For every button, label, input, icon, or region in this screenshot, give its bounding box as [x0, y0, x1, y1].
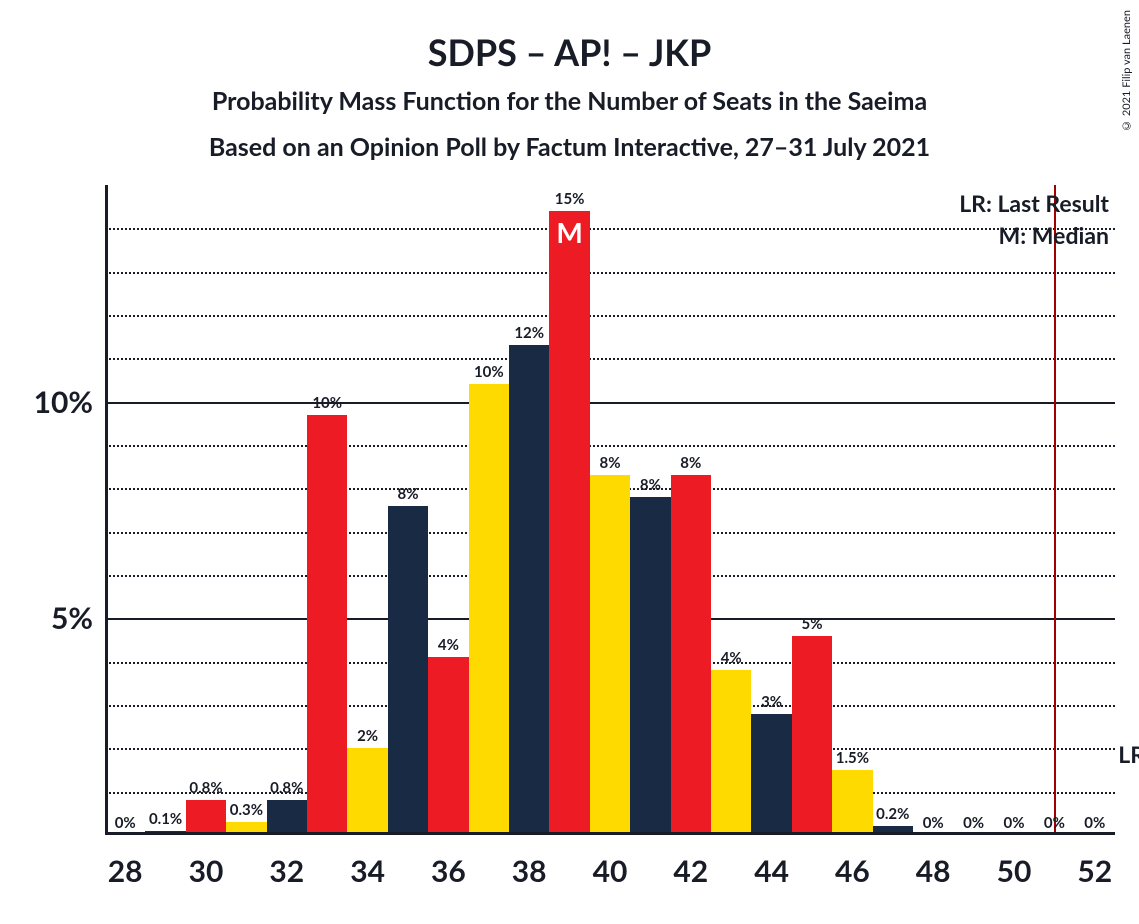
bar — [832, 770, 872, 835]
bar-value-label: 8% — [640, 476, 661, 494]
bar-value-label: 0% — [1044, 814, 1065, 832]
bar-value-label: 0.1% — [149, 810, 182, 828]
bar-value-label: 0% — [963, 814, 984, 832]
bar-value-label: 0.8% — [189, 779, 222, 797]
y-tick-label: 10% — [34, 384, 105, 420]
bar-value-label: 0% — [923, 814, 944, 832]
bar — [267, 800, 307, 835]
bar-value-label: 10% — [474, 363, 504, 381]
x-tick-label: 34 — [350, 835, 385, 889]
grid-minor — [105, 272, 1115, 274]
y-axis-line — [105, 185, 108, 835]
bar — [711, 670, 751, 835]
bar-value-label: 3% — [761, 693, 782, 711]
bar-value-label: 12% — [514, 324, 544, 342]
bar-value-label: 0% — [1084, 814, 1105, 832]
bar — [630, 497, 670, 835]
chart-subtitle-2: Based on an Opinion Poll by Factum Inter… — [0, 132, 1139, 162]
x-tick-label: 28 — [108, 835, 143, 889]
legend-median: M: Median — [999, 221, 1109, 249]
bar — [428, 657, 468, 835]
median-marker: M — [556, 215, 582, 249]
bar-value-label: 4% — [438, 636, 459, 654]
plot-area: 5%10%0%0.1%0.8%0.3%0.8%10%2%8%4%10%12%15… — [105, 185, 1115, 835]
legend-last-result: LR: Last Result — [959, 189, 1109, 217]
x-tick-label: 52 — [1077, 835, 1112, 889]
grid-minor — [105, 445, 1115, 447]
x-tick-label: 46 — [835, 835, 870, 889]
bar-value-label: 8% — [398, 485, 419, 503]
bar — [671, 475, 711, 835]
bar-value-label: 8% — [680, 454, 701, 472]
bar — [347, 748, 387, 835]
bar-value-label: 0.3% — [230, 801, 263, 819]
bar — [509, 345, 549, 835]
grid-minor — [105, 315, 1115, 317]
bar — [307, 415, 347, 835]
bar — [469, 384, 509, 835]
bar-value-label: 10% — [312, 394, 342, 412]
lr-axis-label: LR — [1118, 740, 1139, 768]
bar-value-label: 2% — [357, 727, 378, 745]
copyright-text: © 2021 Filip van Laenen — [1120, 10, 1133, 132]
bar-value-label: 4% — [721, 649, 742, 667]
x-tick-label: 40 — [593, 835, 628, 889]
x-tick-label: 44 — [754, 835, 789, 889]
bar — [186, 800, 226, 835]
x-tick-label: 50 — [997, 835, 1032, 889]
x-tick-label: 38 — [512, 835, 547, 889]
last-result-line — [1054, 185, 1056, 835]
bar-value-label: 0% — [115, 814, 136, 832]
bar — [792, 636, 832, 835]
x-tick-label: 30 — [189, 835, 224, 889]
bar-value-label: 15% — [555, 190, 585, 208]
y-tick-label: 5% — [51, 600, 105, 636]
bar-value-label: 1.5% — [836, 749, 869, 767]
x-tick-label: 32 — [269, 835, 304, 889]
bar-value-label: 8% — [600, 454, 621, 472]
chart-title: SDPS – AP! – JKP — [0, 30, 1139, 74]
bar — [751, 714, 791, 835]
grid-minor — [105, 358, 1115, 360]
bar — [388, 506, 428, 835]
grid-minor — [105, 228, 1115, 230]
x-tick-label: 42 — [673, 835, 708, 889]
x-tick-label: 36 — [431, 835, 466, 889]
bar-value-label: 0.2% — [876, 805, 909, 823]
bar — [549, 211, 589, 835]
bar — [590, 475, 630, 835]
bar-value-label: 0% — [1004, 814, 1025, 832]
bar-value-label: 5% — [802, 615, 823, 633]
grid-major — [105, 402, 1115, 404]
chart-subtitle-1: Probability Mass Function for the Number… — [0, 86, 1139, 116]
bar-value-label: 0.8% — [270, 779, 303, 797]
x-tick-label: 48 — [916, 835, 951, 889]
